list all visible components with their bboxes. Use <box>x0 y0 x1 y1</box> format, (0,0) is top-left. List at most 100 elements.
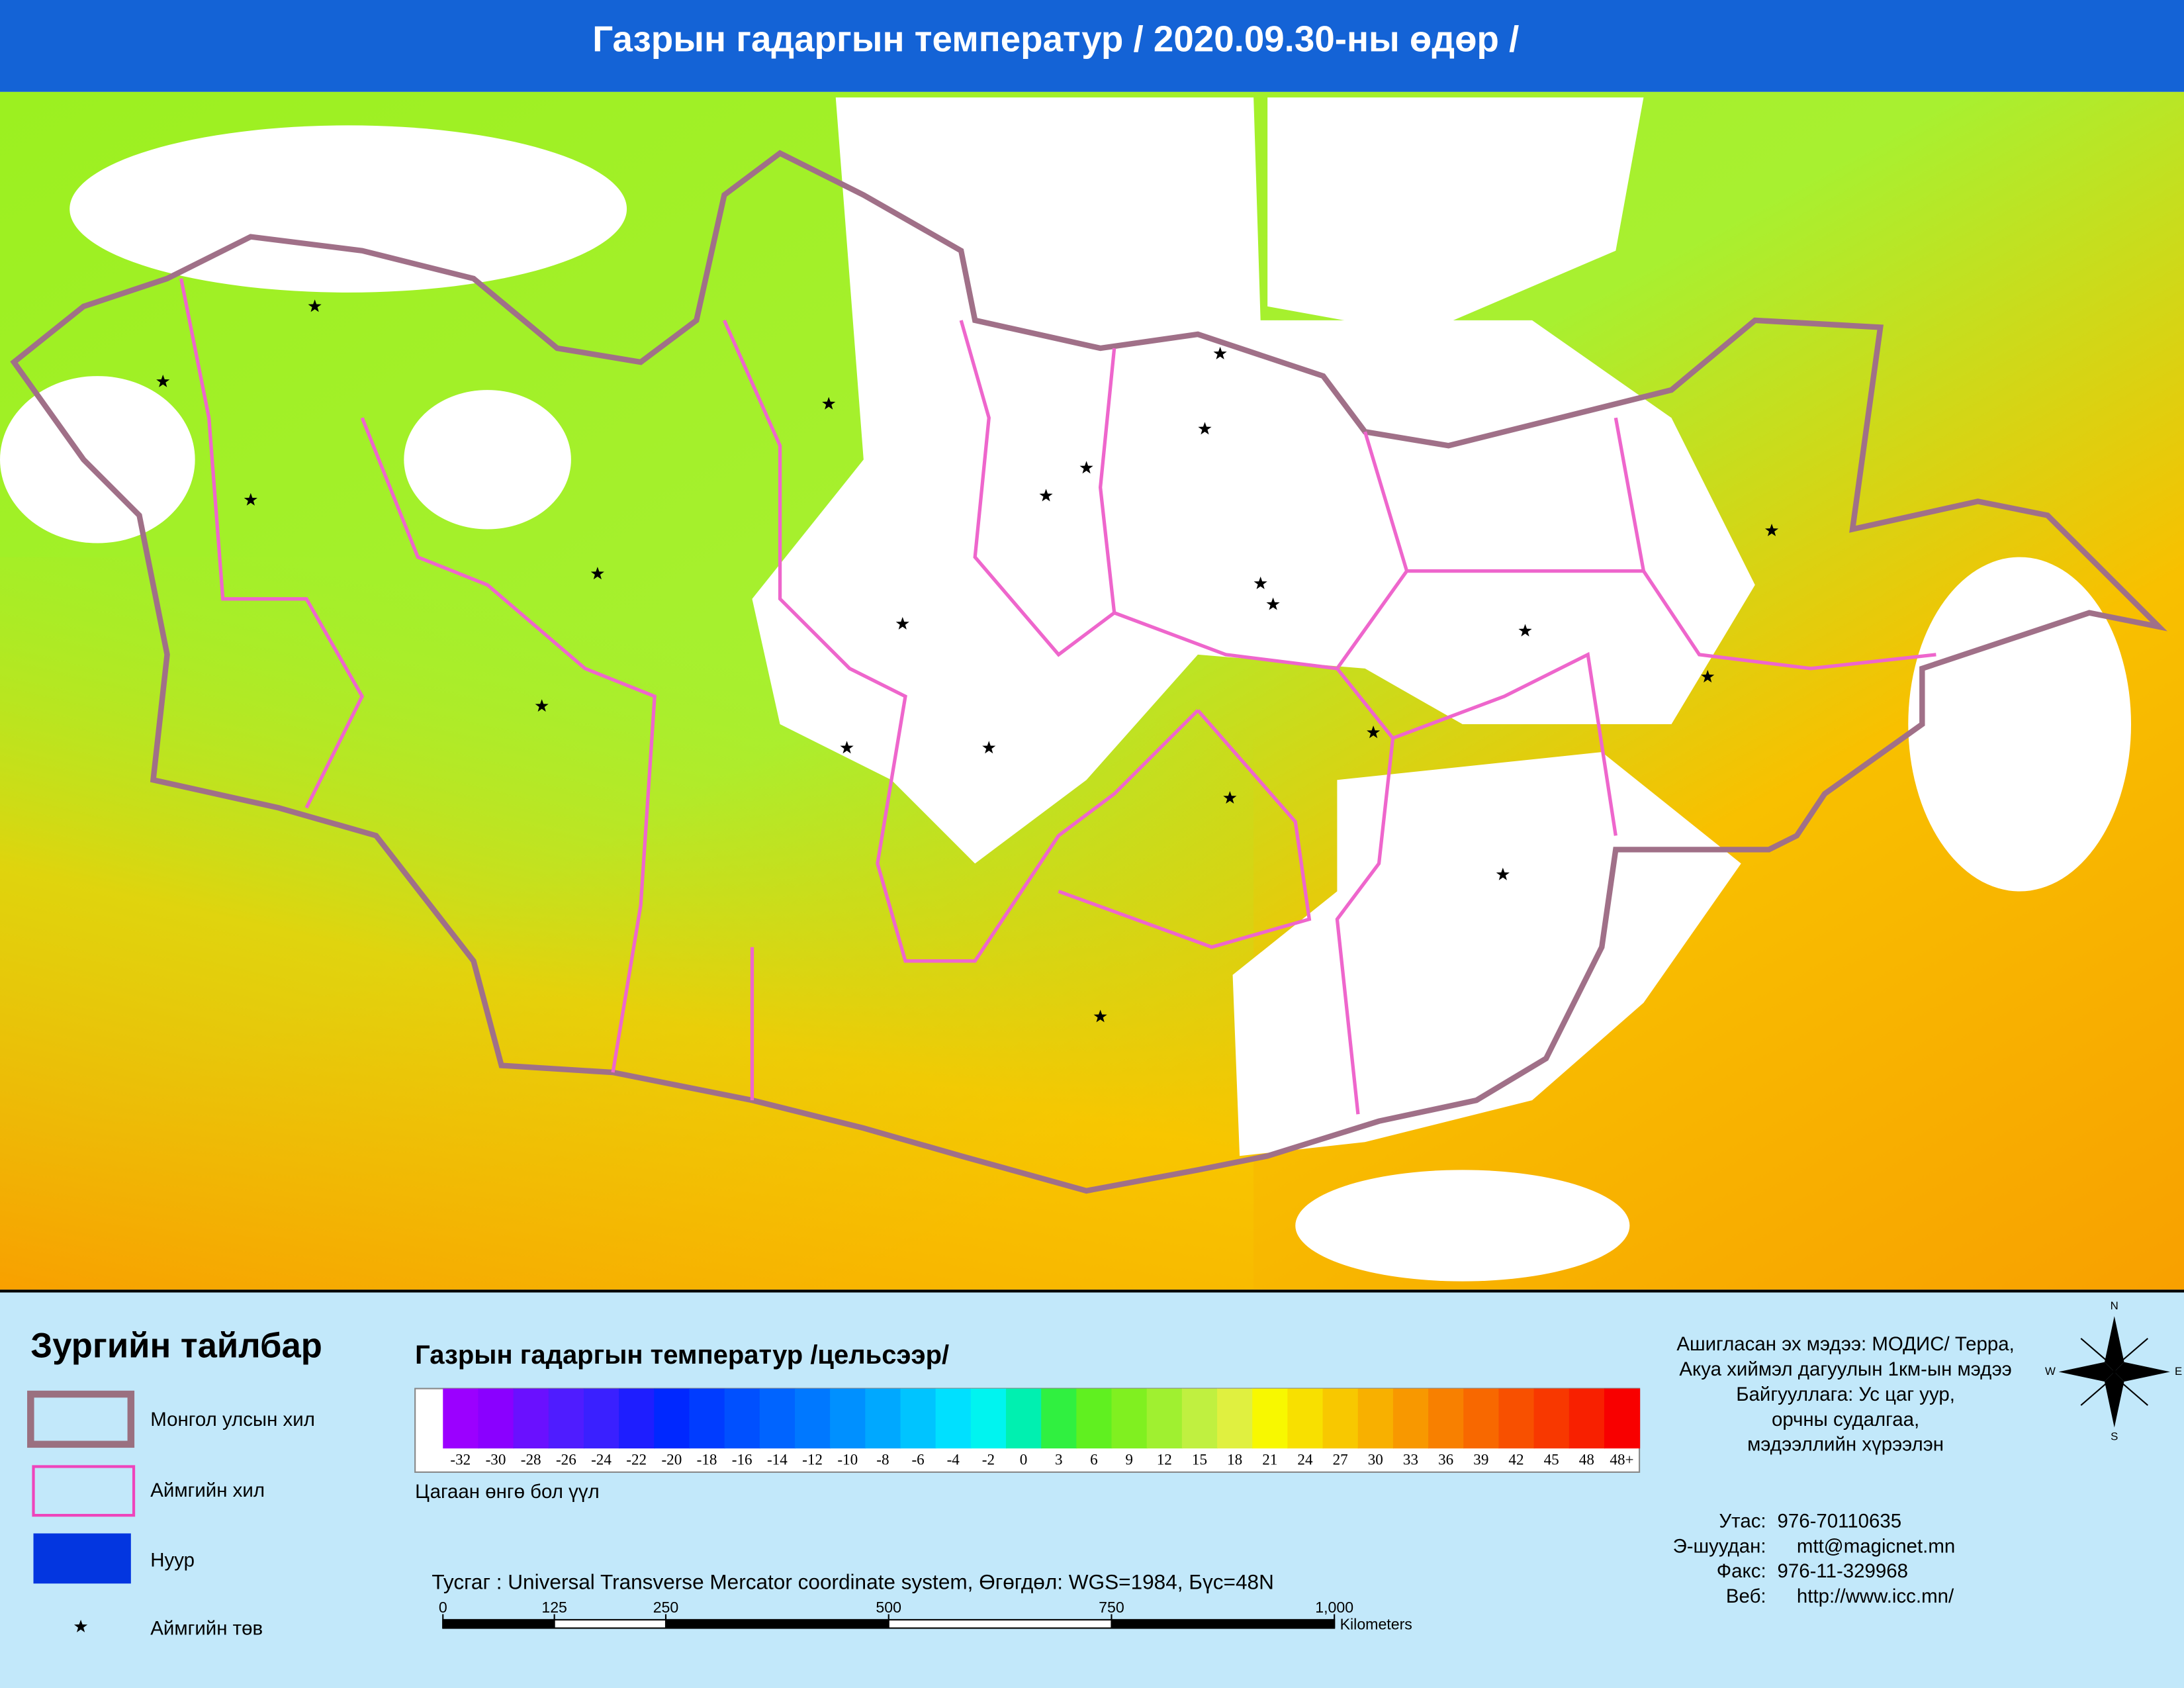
colorbar-cell <box>1357 1388 1394 1449</box>
contact-label: Веб: <box>1726 1585 1766 1607</box>
contact-label: Факс: <box>1717 1560 1766 1582</box>
colorbar-cell <box>759 1388 796 1449</box>
scale-label: 250 <box>653 1599 679 1616</box>
legend-item: Монгол улсын хил <box>150 1409 315 1430</box>
colorbar-cell <box>724 1388 760 1449</box>
colorbar-label: -2 <box>982 1451 995 1468</box>
contact-label: Утас: <box>1719 1510 1766 1532</box>
colorbar-label: 9 <box>1125 1451 1133 1468</box>
legend-title: Зургийн тайлбар <box>30 1327 322 1366</box>
compass-letter: W <box>2045 1365 2056 1378</box>
scale-unit: Kilometers <box>1340 1615 1412 1632</box>
colorbar-cell <box>970 1388 1007 1449</box>
colorbar-label: 24 <box>1297 1451 1313 1468</box>
source-line: орчны судалгаа, <box>1772 1409 1919 1430</box>
contact-value: 976-11-329968 <box>1777 1560 1908 1582</box>
colorbar-label: 33 <box>1403 1451 1418 1468</box>
legend-item: Нуур <box>150 1549 195 1571</box>
colorbar-label: -32 <box>450 1451 471 1468</box>
colorbar-label: -4 <box>947 1451 960 1468</box>
colorbar-cell <box>1181 1388 1218 1449</box>
scale-label: 500 <box>876 1599 901 1616</box>
colorbar-cell <box>443 1388 479 1449</box>
colorbar-cell <box>1006 1388 1042 1449</box>
colorbar-cell <box>1392 1388 1430 1449</box>
colorbar-label: 45 <box>1544 1451 1559 1468</box>
colorbar-label: -22 <box>626 1451 647 1468</box>
colorbar-cell <box>1076 1388 1113 1449</box>
colorbar-label: 0 <box>1020 1451 1028 1468</box>
compass-letter: S <box>2111 1430 2118 1443</box>
swatch-aimag <box>32 1465 136 1517</box>
colorbar-label: -28 <box>521 1451 541 1468</box>
colorbar-label: 48+ <box>1610 1451 1633 1468</box>
colorbar-label: -8 <box>876 1451 889 1468</box>
scale-label: 1,000 <box>1315 1599 1353 1616</box>
header-bar <box>0 0 2184 92</box>
title: Газрын гадаргын температур / 2020.09.30-… <box>592 19 1519 60</box>
colorbar-cell <box>1569 1388 1605 1449</box>
compass-letter: N <box>2111 1299 2118 1312</box>
source-line: Акуа хиймэл дагуулын 1км-ын мэдээ <box>1679 1358 2011 1380</box>
colorbar-cell <box>794 1388 831 1449</box>
colorbar-cell <box>830 1388 866 1449</box>
colorbar-cell <box>1146 1388 1183 1449</box>
scale-segment <box>443 1619 555 1628</box>
projection: Тусгаг : Universal Transverse Mercator c… <box>432 1570 1273 1594</box>
colorbar-cell <box>935 1388 972 1449</box>
colorbar-label: -24 <box>591 1451 612 1468</box>
compass: N E S W <box>2045 1299 2182 1443</box>
colorbar-label: -30 <box>486 1451 506 1468</box>
colorbar-cell <box>583 1388 620 1449</box>
colorbar-label: 42 <box>1508 1451 1524 1468</box>
colorbar-label: -14 <box>767 1451 788 1468</box>
colorbar-cell <box>1111 1388 1148 1449</box>
colorbar-cell <box>1217 1388 1253 1449</box>
colorbar-cell <box>1463 1388 1500 1449</box>
colorbar-cell <box>1604 1388 1641 1449</box>
compass-letter: E <box>2175 1365 2182 1378</box>
colorbar-label: 18 <box>1227 1451 1242 1468</box>
map <box>0 91 2184 1290</box>
colorbar-cell <box>689 1388 725 1449</box>
colorbar-cell <box>1533 1388 1570 1449</box>
contact-label: Э-шуудан: <box>1673 1535 1766 1557</box>
colorbar-cell <box>1498 1388 1535 1449</box>
colorbar-label: -26 <box>556 1451 576 1468</box>
colorbar-label: -6 <box>911 1451 924 1468</box>
legend-item: Аймгийн төв <box>150 1617 263 1639</box>
colorbar-cell <box>1287 1388 1324 1449</box>
colorbar-label: -10 <box>837 1451 858 1468</box>
source-line: Байгууллага: Ус цаг уур, <box>1736 1383 1955 1405</box>
colorbar-label: -12 <box>802 1451 823 1468</box>
colorbar-label: 39 <box>1473 1451 1488 1468</box>
colorbar-label: 3 <box>1055 1451 1063 1468</box>
colorbar-note: Цагаан өнгө бол үүл <box>415 1481 600 1503</box>
colorbar-label: 30 <box>1368 1451 1383 1468</box>
scale-label: 750 <box>1099 1599 1124 1616</box>
colorbar-label: 6 <box>1090 1451 1098 1468</box>
scale-label: 0 <box>439 1599 447 1616</box>
colorbar-cell <box>1041 1388 1077 1449</box>
swatch-lake <box>33 1533 131 1584</box>
colorbar-label: 27 <box>1333 1451 1348 1468</box>
source-line: мэдээллийн хүрээлэн <box>1747 1434 1944 1456</box>
contact-value: 976-70110635 <box>1777 1510 1901 1532</box>
legend-item: Аймгийн хил <box>150 1479 265 1501</box>
colorbar-label: 21 <box>1262 1451 1277 1468</box>
colorbar-cell <box>1428 1388 1465 1449</box>
contact-value: mtt@magicnet.mn <box>1797 1535 1955 1557</box>
contact-value: http://www.icc.mn/ <box>1797 1585 1954 1607</box>
colorbar-cell <box>654 1388 690 1449</box>
colorbar-cell <box>619 1388 655 1449</box>
scale-label: 125 <box>541 1599 567 1616</box>
scale-segment <box>1111 1619 1335 1628</box>
colorbar-label: 48 <box>1579 1451 1594 1468</box>
source-line: Ашигласан эх мэдээ: МОДИС/ Терра, <box>1676 1333 2015 1355</box>
colorbar-cell <box>1252 1388 1289 1449</box>
colorbar-cell <box>513 1388 549 1449</box>
colorbar-label: 15 <box>1192 1451 1207 1468</box>
colorbar-cell <box>900 1388 936 1449</box>
swatch-country <box>27 1390 135 1448</box>
